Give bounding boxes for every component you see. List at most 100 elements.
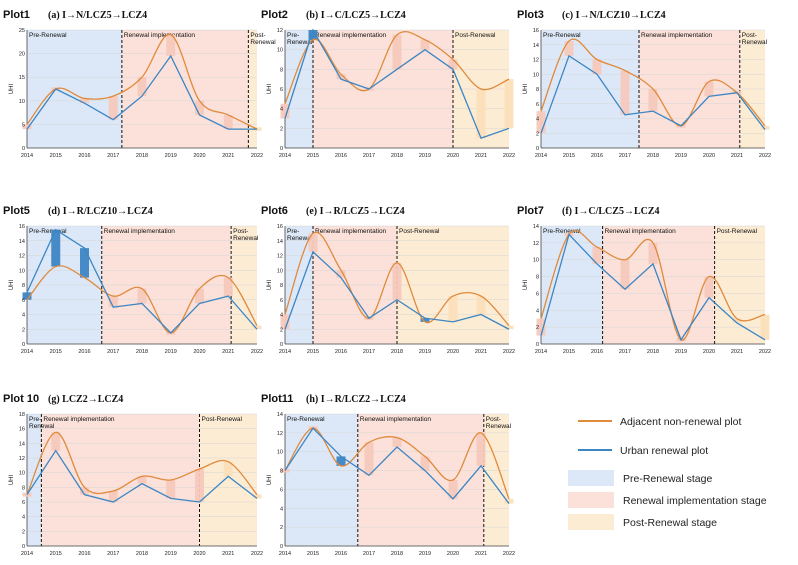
y-tick-label: 6: [22, 298, 25, 304]
y-tick-label: 2: [536, 131, 539, 137]
adjacent-series-line: [540, 38, 766, 127]
difference-bar: [195, 288, 204, 304]
y-tick-label: 4: [280, 107, 283, 113]
x-tick-label: 2021: [731, 349, 743, 355]
y-tick-label: 4: [22, 313, 25, 319]
panel-title: Plot 10: [3, 393, 39, 405]
difference-bar: [195, 100, 204, 115]
difference-bar: [51, 229, 61, 267]
x-tick-label: 2022: [251, 551, 263, 557]
y-tick-label: 8: [280, 283, 283, 289]
y-tick-label: 6: [280, 87, 283, 93]
difference-bar: [732, 318, 742, 323]
stage-label: Post-Renewal: [455, 32, 496, 39]
difference-bar: [504, 79, 514, 129]
urban-series-line: [26, 228, 258, 334]
y-tick-label: 4: [536, 117, 539, 123]
y-tick-label: 10: [277, 48, 283, 54]
x-tick-label: 2018: [647, 349, 659, 355]
x-tick-label: 2018: [647, 153, 659, 159]
x-tick-label: 2020: [447, 153, 459, 159]
difference-bar: [80, 98, 89, 104]
y-tick-label: 0: [536, 342, 539, 348]
y-tick-label: 10: [277, 268, 283, 274]
x-tick-label: 2022: [251, 349, 263, 355]
difference-bar: [536, 111, 546, 134]
stage-label: Renewal: [233, 235, 259, 242]
difference-bar: [252, 325, 262, 330]
x-tick-label: 2014: [21, 551, 33, 557]
difference-bar: [648, 242, 658, 264]
panel-subtitle: (c) I→N/LCZ10→LCZ4: [562, 10, 666, 21]
urban-series-line: [540, 54, 766, 134]
stage-label: Post-: [742, 32, 757, 39]
y-tick-label: 4: [22, 515, 25, 521]
stage-label: Post-: [486, 416, 501, 423]
x-tick-label: 2018: [136, 551, 148, 557]
difference-bar: [704, 276, 714, 298]
stage-region-pre: [27, 414, 42, 546]
difference-bar: [336, 270, 346, 278]
urban-series-line: [284, 28, 510, 139]
x-tick-label: 2015: [307, 551, 319, 557]
panel-subtitle: (e) I→R/LCZ5→LCZ4: [306, 206, 405, 217]
panel-subtitle: (f) I→C/LCZ5→LCZ4: [562, 206, 660, 217]
stage-region-pre: [27, 30, 122, 148]
y-tick-label: 0: [536, 146, 539, 152]
urban-series-line: [26, 449, 258, 503]
x-tick-label: 2021: [475, 349, 487, 355]
difference-bar: [336, 74, 346, 80]
x-tick-label: 2015: [50, 153, 62, 159]
x-tick-label: 2021: [222, 153, 234, 159]
x-tick-label: 2021: [731, 153, 743, 159]
x-tick-label: 2021: [475, 551, 487, 557]
x-tick-label: 2019: [419, 153, 431, 159]
x-tick-label: 2022: [503, 349, 515, 355]
y-tick-label: 12: [533, 58, 539, 64]
y-tick-label: 8: [536, 275, 539, 281]
x-tick-label: 2017: [107, 349, 119, 355]
stage-region-post: [714, 226, 765, 344]
difference-bar: [476, 296, 486, 315]
y-tick-label: 4: [280, 506, 283, 512]
y-tick-label: 8: [22, 485, 25, 491]
y-tick-label: 10: [19, 268, 25, 274]
urban-series-line: [284, 250, 510, 330]
x-tick-label: 2016: [335, 551, 347, 557]
x-tick-label: 2019: [165, 349, 177, 355]
legend-post-swatch: [568, 514, 614, 530]
x-tick-label: 2018: [391, 153, 403, 159]
x-tick-label: 2020: [703, 153, 715, 159]
y-tick-label: 14: [277, 412, 283, 418]
stage-region-post: [199, 414, 257, 546]
difference-bar: [420, 456, 430, 471]
urban-series-line: [26, 54, 257, 130]
difference-bar: [620, 70, 630, 115]
legend-pre-label: Pre-Renewal stage: [623, 473, 712, 485]
adjacent-series-line: [26, 431, 258, 496]
y-axis-label: UHI: [523, 84, 529, 95]
y-tick-label: 8: [536, 87, 539, 93]
legend-impl-label: Renewal implementation stage: [623, 495, 767, 507]
x-tick-label: 2017: [107, 153, 119, 159]
stage-label: Renewal: [486, 423, 512, 430]
x-tick-label: 2016: [335, 153, 347, 159]
x-tick-label: 2016: [78, 153, 90, 159]
difference-bar: [392, 262, 402, 300]
difference-bar: [504, 325, 514, 330]
y-axis-label: UHI: [267, 84, 273, 95]
x-tick-label: 2014: [535, 153, 547, 159]
x-tick-label: 2019: [419, 551, 431, 557]
y-axis-label: UHI: [267, 475, 273, 486]
stage-region-impl: [357, 414, 484, 546]
difference-bar: [760, 125, 770, 130]
stage-label: Renewal: [742, 39, 768, 46]
x-tick-label: 2016: [591, 153, 603, 159]
y-tick-label: 25: [19, 28, 25, 34]
difference-bar: [108, 491, 118, 502]
x-tick-label: 2021: [222, 349, 234, 355]
y-tick-label: 10: [19, 471, 25, 477]
difference-bar: [392, 437, 402, 447]
stage-label: Post-Renewal: [399, 228, 440, 235]
